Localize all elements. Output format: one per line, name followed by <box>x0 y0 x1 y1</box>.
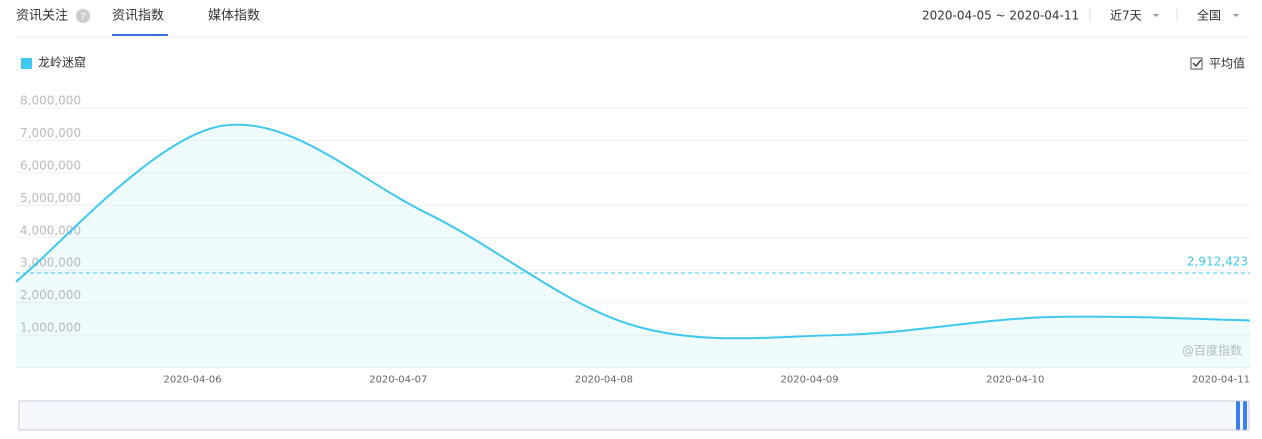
checkmark <box>1192 59 1202 68</box>
help-icon[interactable] <box>76 9 90 23</box>
y-tick-label: 3,000,000 <box>20 256 81 270</box>
x-tick-label: 2020-04-06 <box>164 375 222 386</box>
y-tick-label: 7,000,000 <box>20 126 81 140</box>
slider-handle[interactable] <box>1243 401 1247 430</box>
x-tick-label: 2020-04-11 <box>1192 375 1250 386</box>
y-tick-label: 4,000,000 <box>20 223 81 237</box>
tab-underline <box>112 34 168 36</box>
x-tick-label: 2020-04-08 <box>575 375 633 386</box>
period-select[interactable]: 近7天 <box>1110 9 1142 23</box>
average-label: 2,912,423 <box>1187 255 1248 269</box>
tab[interactable]: 媒体指数 <box>208 9 260 24</box>
tab[interactable]: 资讯指数 <box>112 9 164 24</box>
x-tick-label: 2020-04-10 <box>986 375 1044 386</box>
x-tick-label: 2020-04-07 <box>369 375 427 386</box>
average-checkbox[interactable] <box>1190 57 1203 70</box>
section-title: 资讯关注 <box>16 9 68 24</box>
legend-label: 龙岭迷窟 <box>38 55 86 70</box>
legend-swatch <box>21 58 32 69</box>
date-range[interactable]: 2020-04-05 ~ 2020-04-11 <box>922 9 1079 23</box>
y-tick-label: 8,000,000 <box>20 94 81 108</box>
y-tick-label: 5,000,000 <box>20 191 81 205</box>
region-select[interactable]: 全国 <box>1197 8 1221 23</box>
y-tick-label: 6,000,000 <box>20 158 81 172</box>
range-slider[interactable] <box>18 400 1250 431</box>
y-tick-label: 1,000,000 <box>20 321 81 335</box>
watermark: @百度指数 <box>1182 343 1242 358</box>
area <box>16 124 1250 368</box>
line <box>15 123 1251 340</box>
help-icon-mark: ? <box>80 12 85 23</box>
slider-handle[interactable] <box>1236 401 1240 430</box>
x-tick-label: 2020-04-09 <box>781 375 839 386</box>
average-toggle-label[interactable]: 平均值 <box>1209 56 1245 71</box>
y-tick-label: 2,000,000 <box>20 288 81 302</box>
dropdown-arrow <box>1153 14 1159 17</box>
dropdown-arrow <box>1233 14 1239 17</box>
